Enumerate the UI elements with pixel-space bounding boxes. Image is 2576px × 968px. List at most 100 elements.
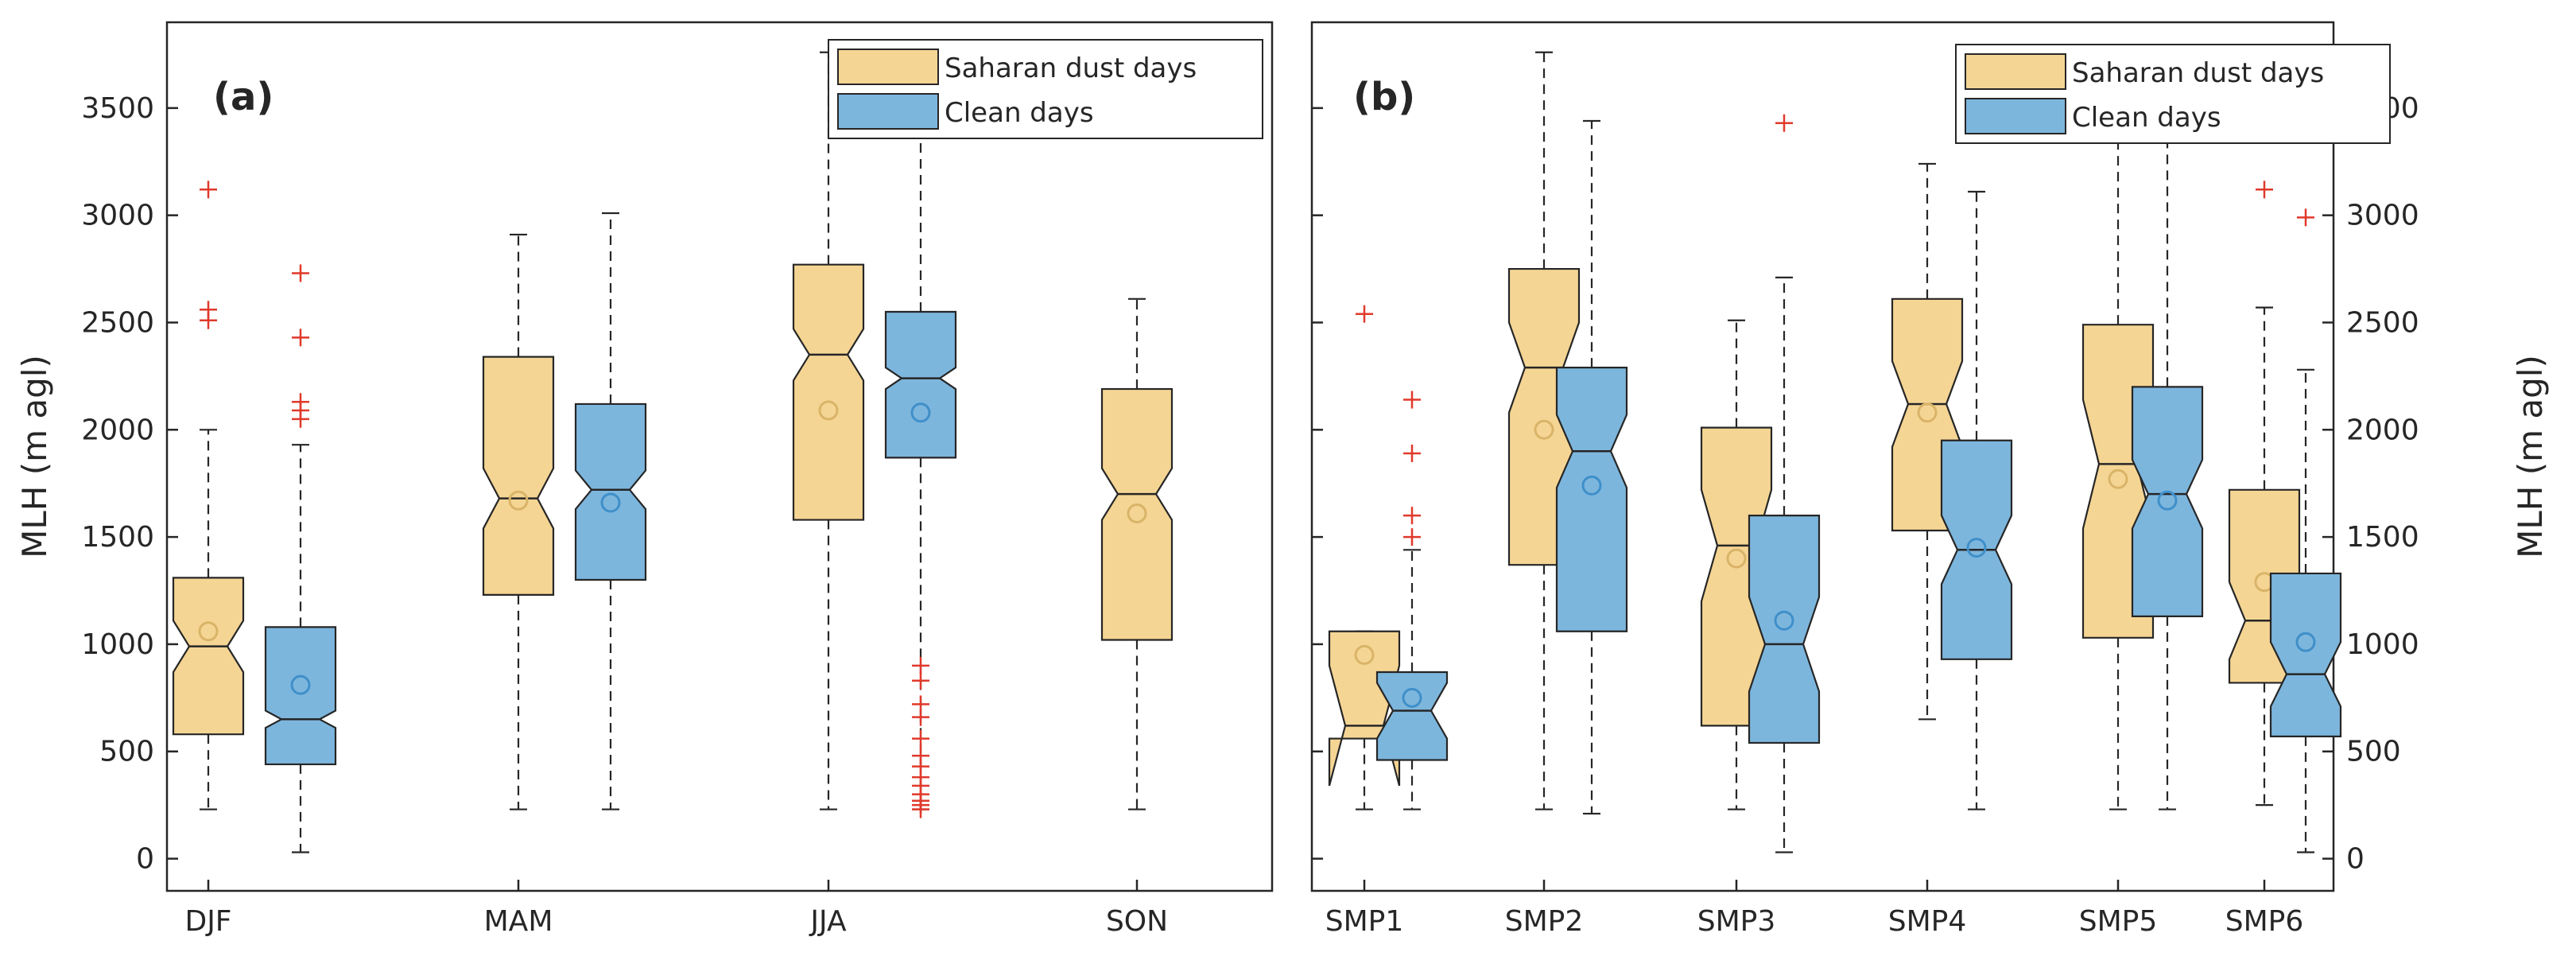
panel-b-legend-swatch-saharan [1965,53,2066,90]
mean-marker [1966,538,1987,558]
y-tick-label: 3000 [81,200,154,232]
notched-box [1555,367,1628,632]
notched-box [172,577,245,736]
x-tick-label-smp6: SMP6 [2225,905,2304,938]
outlier-marker [1403,507,1421,525]
x-tick-label-smp4: SMP4 [1888,905,1967,938]
outlier-marker [912,747,929,765]
outlier-marker [292,328,309,347]
x-tick-label-smp3: SMP3 [1697,905,1776,938]
notched-box [884,310,957,459]
panel-b-y-axis-title: MLH (m agl) [2511,355,2550,558]
outlier-marker [912,656,929,674]
y-tick-label: 2500 [2346,306,2419,339]
y-tick-label: 3500 [81,92,154,125]
box-saharan-jja [792,51,865,811]
mean-marker [508,490,529,511]
y-tick-label: 0 [136,843,154,876]
outlier-marker [1403,528,1421,546]
box-clean-smp4 [1940,190,2013,811]
box-clean-smp6 [2269,208,2342,853]
outlier-marker [912,729,929,748]
mean-marker [290,674,311,695]
mean-marker [1917,402,1938,423]
y-tick-label: 2000 [2346,414,2419,446]
mean-marker [1534,419,1554,440]
mean-marker [1127,503,1147,523]
panel-b-boxes [1328,51,2342,853]
mean-marker [818,400,839,421]
panel-a-axes-frame [165,21,1274,892]
outlier-marker [292,264,309,282]
y-tick-label: 2500 [81,306,154,339]
outlier-marker [1403,391,1421,409]
mean-marker [910,402,931,423]
panel-a-legend-label-clean: Clean days [945,97,1094,129]
box-clean-smp2 [1555,119,1628,815]
notched-box [264,626,337,766]
outlier-marker [2256,181,2273,199]
notched-box [2131,386,2204,617]
mean-marker [2295,632,2316,652]
mean-marker [1581,475,1602,496]
box-saharan-son [1100,297,1174,811]
mean-marker [2108,468,2128,489]
x-tick-label-smp1: SMP1 [1325,905,1404,938]
panel-a-legend-label-saharan: Saharan dust days [945,52,1197,84]
panel-b-x-ticks: SMP1 SMP2 SMP3 SMP4 SMP5 SMP6 [1325,880,2304,938]
box-clean-smp1 [1375,391,1449,811]
mean-marker [1354,644,1375,665]
panel-b-legend: Saharan dust days Clean days [1955,44,2391,144]
x-tick-label-son: SON [1106,905,1168,938]
outlier-marker [1775,114,1793,132]
mean-marker [198,621,219,642]
notched-box [2269,572,2342,737]
mean-marker [2157,490,2178,511]
notched-box [574,402,647,581]
mean-marker [1774,610,1794,631]
outlier-marker [200,301,217,319]
box-clean-jja [884,51,957,818]
mean-marker [1726,548,1747,569]
outlier-marker [912,671,929,690]
notched-box [792,263,865,521]
box-saharan-smp3 [1700,319,1773,811]
mean-marker [1402,687,1422,708]
outlier-marker [200,181,217,199]
outlier-marker [292,393,309,411]
panel-b-label: (b) [1353,75,1415,119]
box-saharan-mam [482,233,555,811]
y-tick-label: 1000 [2346,628,2419,661]
y-tick-label: 1500 [2346,521,2419,554]
box-clean-djf [264,264,337,853]
outlier-marker [1403,444,1421,462]
y-tick-label: 1000 [81,628,154,661]
panel-b-legend-swatch-clean [1965,98,2066,134]
panel-a-legend-swatch-clean [837,93,939,130]
box-saharan-djf [172,181,245,811]
panel-a-x-ticks: DJF MAM JJA SON [184,880,1168,938]
outlier-marker [912,695,929,713]
panel-b-axes-frame [1310,21,2335,892]
y-tick-label: 3000 [2346,200,2419,232]
x-tick-label-smp5: SMP5 [2079,905,2158,938]
outlier-marker [1356,305,1373,323]
panel-a: 0 500 1000 1500 2000 2500 3000 3500 DJF MAM JJA SO… [15,21,1274,938]
panel-a-legend-swatch-saharan [837,49,939,85]
outlier-marker [2297,208,2314,227]
panel-a-legend: Saharan dust days Clean days [828,39,1263,139]
panel-a-y-ticks: 0 500 1000 1500 2000 2500 3000 3500 [81,92,178,876]
box-clean-smp3 [1748,114,1821,853]
panel-b-legend-label-clean: Clean days [2072,102,2221,134]
y-tick-label: 1500 [81,521,154,554]
y-tick-label: 500 [2346,736,2401,768]
panel-b-legend-label-saharan: Saharan dust days [2072,57,2324,89]
y-tick-label: 0 [2346,843,2365,876]
notched-box [1100,387,1174,641]
y-tick-label: 2000 [81,414,154,446]
x-tick-label-jja: JJA [809,905,847,938]
x-tick-label-djf: DJF [184,905,231,938]
